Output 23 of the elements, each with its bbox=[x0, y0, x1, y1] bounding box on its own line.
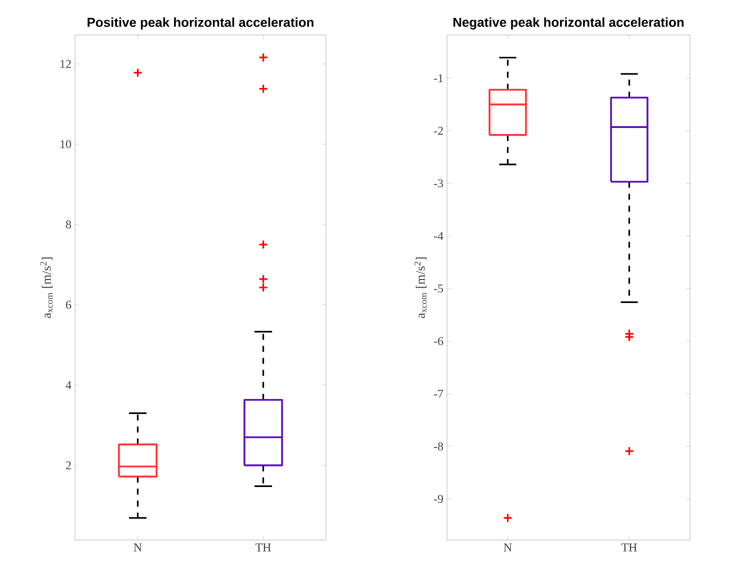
y-axis-title: a$_{xcom}$ [m/s$^{2}$] bbox=[414, 257, 427, 318]
x-tick-label: TH bbox=[622, 544, 637, 552]
y-tick-label: -5 bbox=[434, 284, 444, 293]
y-tick-label: -2 bbox=[434, 126, 443, 135]
y-tick-label: -1 bbox=[434, 74, 443, 82]
y-tick-label: -4 bbox=[434, 232, 444, 240]
y-tick-label: 2 bbox=[66, 461, 71, 470]
y-tick-label: -9 bbox=[434, 494, 443, 503]
y-tick-label: 8 bbox=[66, 220, 72, 228]
y-tick-label: 10 bbox=[60, 140, 72, 148]
y-tick-label: -7 bbox=[434, 390, 444, 398]
y-tick-label: 12 bbox=[60, 60, 71, 68]
y-tick-label: -6 bbox=[434, 337, 444, 346]
y-tick-label: 4 bbox=[66, 381, 72, 389]
y-tick-label: -3 bbox=[434, 179, 444, 188]
y-axis-title: a$_{xcom}$ [m/s$^{2}$] bbox=[40, 257, 53, 318]
y-tick-label: 6 bbox=[66, 300, 72, 309]
x-tick-label: N bbox=[134, 544, 142, 552]
x-tick-label: TH bbox=[256, 544, 271, 552]
x-tick-label: N bbox=[504, 544, 512, 552]
chart-title: Negative peak horizontal acceleration bbox=[453, 17, 684, 30]
chart-title: Positive peak horizontal acceleration bbox=[88, 17, 314, 30]
y-tick-label: -8 bbox=[434, 442, 444, 450]
